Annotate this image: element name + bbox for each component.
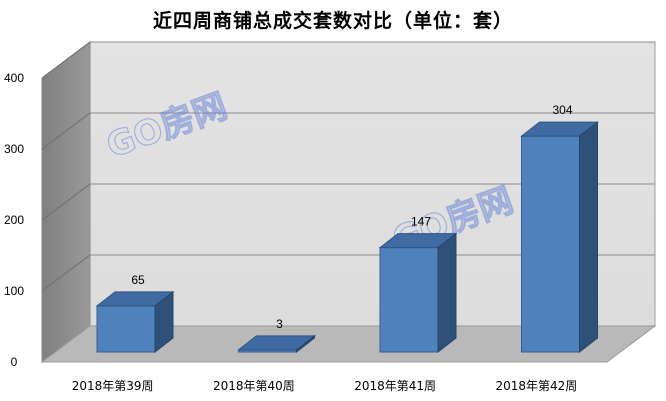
bar-side: [154, 290, 174, 354]
x-category-label: 2018年第39周: [72, 379, 154, 393]
data-label: 304: [552, 103, 572, 117]
bar-side: [437, 232, 457, 354]
y-tick-label: 0: [11, 355, 18, 369]
gridline-side: [41, 183, 91, 221]
bar-front: [521, 135, 580, 353]
data-label: 3: [276, 317, 283, 331]
y-tick-label: 400: [4, 71, 24, 85]
y-tick-label: 200: [4, 213, 24, 227]
gridline-side: [41, 254, 91, 292]
x-category-label: 2018年第40周: [213, 379, 295, 393]
bar: [237, 334, 316, 354]
bar-side: [296, 334, 315, 354]
y-tick-label: 300: [4, 142, 24, 156]
x-category-label: 2018年第41周: [354, 379, 436, 393]
floor: [40, 325, 657, 363]
gridline-side: [41, 112, 91, 150]
bar-side: [579, 121, 598, 354]
gridline-side: [41, 41, 91, 79]
data-label: 65: [131, 273, 145, 287]
bar: [520, 121, 599, 354]
bar: [378, 232, 458, 354]
data-label: 147: [411, 215, 431, 229]
x-category-label: 2018年第42周: [495, 379, 577, 393]
bar: [95, 290, 175, 354]
y-tick-label: 100: [4, 284, 24, 298]
chart-title: 近四周商铺总成交套数对比（单位：套）: [152, 10, 513, 32]
bar-front: [96, 305, 156, 353]
bar-front: [379, 247, 439, 353]
